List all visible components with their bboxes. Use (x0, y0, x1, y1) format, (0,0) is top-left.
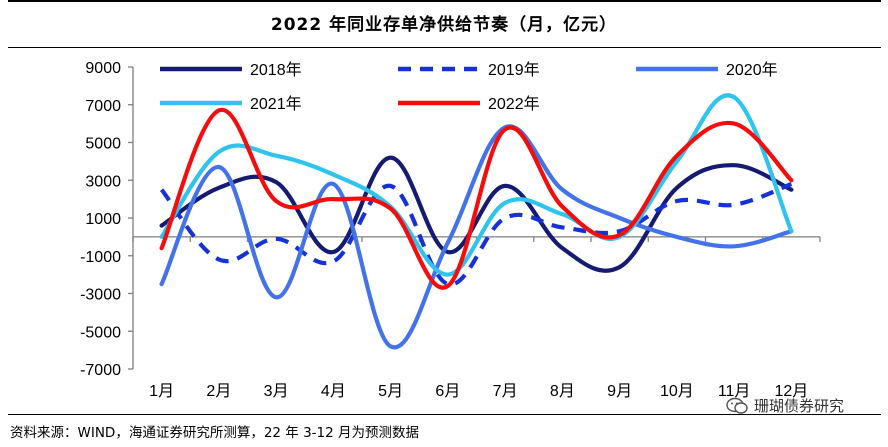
y-tick-label: -5000 (80, 324, 121, 341)
x-tick-label: 1月 (149, 383, 174, 400)
x-tick-label: 2月 (206, 383, 231, 400)
bottom-rule (8, 414, 881, 415)
series-line-2022年 (159, 107, 794, 290)
legend-label: 2018年 (250, 61, 302, 79)
x-tick-label: 7月 (493, 383, 518, 400)
x-tick-label: 12月 (774, 383, 808, 400)
y-tick-label: 9000 (85, 60, 121, 77)
x-tick-label: 5月 (378, 383, 403, 400)
legend-label: 2021年 (250, 95, 302, 113)
y-tick-label: -1000 (80, 249, 121, 266)
series-lines (159, 93, 794, 350)
x-tick-label: 10月 (660, 383, 694, 400)
x-tick-label: 11月 (718, 383, 751, 400)
y-tick-label: 1000 (85, 211, 121, 228)
series-line-2018年 (159, 155, 794, 273)
title-rule (8, 47, 881, 48)
series-line-2019年 (159, 182, 793, 287)
wechat-icon (726, 397, 748, 414)
x-tick-label: 8月 (550, 383, 575, 400)
x-tick-label: 4月 (321, 383, 346, 400)
y-tick-label: 7000 (85, 98, 121, 115)
x-tick-label: 6月 (435, 383, 460, 400)
y-tick-label: -3000 (80, 287, 121, 304)
chart-title: 2022 年同业存单净供给节奏（月，亿元） (270, 15, 618, 35)
series-line-2021年 (159, 93, 794, 277)
watermark-text: 珊瑚债券研究 (754, 397, 845, 415)
legend-label: 2019年 (488, 61, 540, 79)
top-rule (8, 0, 881, 2)
y-tick-label: 5000 (85, 136, 121, 153)
axes: 9000 7000 5000 3000 1000 -1000 -3000 -5000 -7000… (80, 60, 821, 400)
source-note: 资料来源：WIND，海通证券研究所测算，22 年 3-12 月为预测数据 (10, 425, 420, 441)
x-tick-label: 9月 (607, 383, 632, 400)
legend: 2018年 2019年 2020年 2021年 2022年 (160, 61, 778, 113)
legend-label: 2022年 (488, 95, 540, 113)
y-tick-label: -7000 (80, 362, 121, 379)
watermark: 珊瑚债券研究 (726, 395, 844, 416)
y-tick-label: 3000 (85, 173, 121, 190)
legend-label: 2020年 (726, 61, 778, 79)
x-tick-label: 3月 (264, 383, 289, 400)
